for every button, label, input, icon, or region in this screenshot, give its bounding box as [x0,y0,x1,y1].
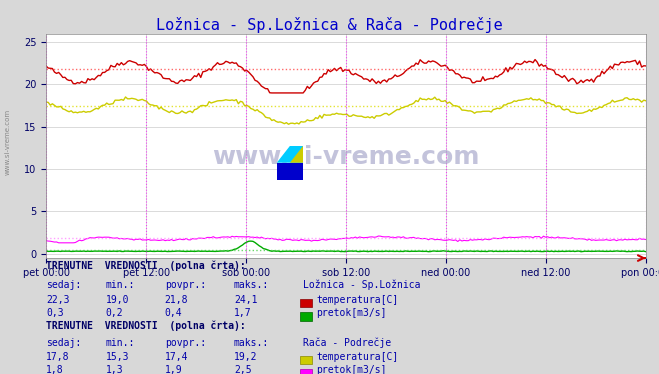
Text: TRENUTNE  VREDNOSTI  (polna črta):: TRENUTNE VREDNOSTI (polna črta): [46,321,246,331]
Polygon shape [277,163,303,180]
Text: min.:: min.: [105,280,135,290]
Text: sedaj:: sedaj: [46,280,81,290]
Text: Ložnica - Sp.Ložnica: Ložnica - Sp.Ložnica [303,279,420,290]
Text: 1,7: 1,7 [234,308,252,318]
Text: 0,2: 0,2 [105,308,123,318]
Text: www.si-vreme.com: www.si-vreme.com [5,109,11,175]
Text: Rača - Podrečje: Rača - Podrečje [303,337,391,348]
Text: temperatura[C]: temperatura[C] [316,352,399,362]
Text: maks.:: maks.: [234,338,269,348]
Text: 24,1: 24,1 [234,295,258,305]
Text: temperatura[C]: temperatura[C] [316,295,399,305]
Text: Ložnica - Sp.Ložnica & Rača - Podrečje: Ložnica - Sp.Ložnica & Rača - Podrečje [156,17,503,33]
Text: 19,2: 19,2 [234,352,258,362]
Text: 22,3: 22,3 [46,295,70,305]
Text: sedaj:: sedaj: [46,338,81,348]
Text: 19,0: 19,0 [105,295,129,305]
Text: maks.:: maks.: [234,280,269,290]
Text: pretok[m3/s]: pretok[m3/s] [316,365,387,374]
Text: 1,3: 1,3 [105,365,123,374]
Text: 17,4: 17,4 [165,352,188,362]
Text: 17,8: 17,8 [46,352,70,362]
Text: povpr.:: povpr.: [165,338,206,348]
Text: 2,5: 2,5 [234,365,252,374]
Text: 1,8: 1,8 [46,365,64,374]
Polygon shape [277,146,303,163]
Text: 21,8: 21,8 [165,295,188,305]
Text: 0,3: 0,3 [46,308,64,318]
Text: pretok[m3/s]: pretok[m3/s] [316,308,387,318]
Text: 0,4: 0,4 [165,308,183,318]
Text: 1,9: 1,9 [165,365,183,374]
Text: 15,3: 15,3 [105,352,129,362]
Text: www.si-vreme.com: www.si-vreme.com [212,145,480,169]
Polygon shape [290,146,303,163]
Text: min.:: min.: [105,338,135,348]
Text: povpr.:: povpr.: [165,280,206,290]
Text: TRENUTNE  VREDNOSTI  (polna črta):: TRENUTNE VREDNOSTI (polna črta): [46,261,246,271]
